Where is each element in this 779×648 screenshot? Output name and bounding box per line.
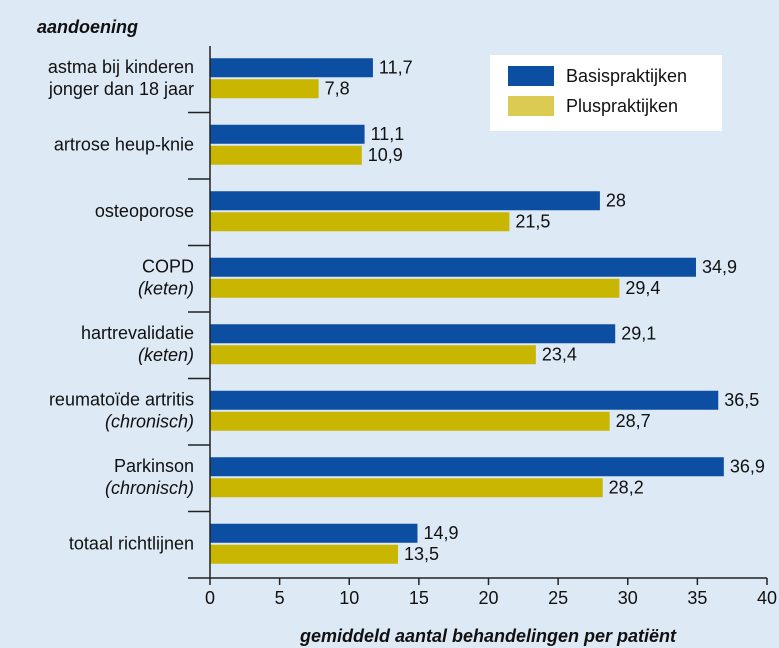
category-label: (keten) <box>138 345 194 365</box>
category-label: reumatoïde artritis <box>49 390 194 410</box>
legend-marker <box>508 66 554 86</box>
bar <box>210 411 610 431</box>
value-label: 14,9 <box>423 523 458 543</box>
value-label: 11,1 <box>371 124 405 144</box>
value-label: 10,9 <box>368 145 403 165</box>
bar <box>210 278 620 298</box>
x-tick-label: 20 <box>478 588 498 608</box>
value-label: 34,9 <box>702 257 737 277</box>
bar <box>210 257 696 277</box>
value-label: 36,5 <box>724 390 759 410</box>
bar <box>210 212 510 232</box>
category-label: artrose heup-knie <box>54 135 194 155</box>
category-label: jonger dan 18 jaar <box>48 79 194 99</box>
legend-label: Pluspraktijken <box>566 96 678 116</box>
x-tick-label: 0 <box>205 588 215 608</box>
bar <box>210 324 616 344</box>
value-label: 29,4 <box>625 278 660 298</box>
category-label: (chronisch) <box>105 412 194 432</box>
axis-title: aandoening <box>37 17 138 37</box>
value-label: 23,4 <box>542 345 577 365</box>
x-tick-label: 10 <box>339 588 359 608</box>
bar <box>210 58 373 78</box>
bar <box>210 79 319 99</box>
value-label: 11,7 <box>379 58 413 78</box>
category-label: totaal richtlijnen <box>69 534 194 554</box>
category-label: (chronisch) <box>105 478 194 498</box>
bar <box>210 390 719 410</box>
legend-label: Basispraktijken <box>566 66 687 86</box>
value-label: 13,5 <box>404 544 439 564</box>
bar <box>210 124 365 144</box>
legend-marker <box>508 96 554 116</box>
bar <box>210 457 724 477</box>
x-axis-label: gemiddeld aantal behandelingen per patië… <box>299 626 677 646</box>
value-label: 21,5 <box>515 212 550 232</box>
bar <box>210 145 362 165</box>
value-label: 28,2 <box>609 478 644 498</box>
category-label: (keten) <box>138 279 194 299</box>
x-tick-label: 25 <box>548 588 568 608</box>
value-label: 28 <box>606 191 626 211</box>
value-label: 7,8 <box>325 79 350 99</box>
value-label: 36,9 <box>730 457 765 477</box>
x-tick-label: 30 <box>618 588 638 608</box>
category-label: Parkinson <box>114 456 194 476</box>
bar <box>210 544 398 564</box>
x-tick-label: 40 <box>757 588 777 608</box>
bar <box>210 191 600 211</box>
value-label: 29,1 <box>621 324 656 344</box>
value-label: 28,7 <box>616 411 651 431</box>
category-label: hartrevalidatie <box>81 323 194 343</box>
category-label: osteoporose <box>95 201 194 221</box>
bar <box>210 523 418 543</box>
bar <box>210 478 603 498</box>
x-tick-label: 15 <box>409 588 429 608</box>
x-tick-label: 5 <box>275 588 285 608</box>
category-label: astma bij kinderen <box>48 57 194 77</box>
x-tick-label: 35 <box>687 588 707 608</box>
category-label: COPD <box>142 257 194 277</box>
bar <box>210 345 536 365</box>
